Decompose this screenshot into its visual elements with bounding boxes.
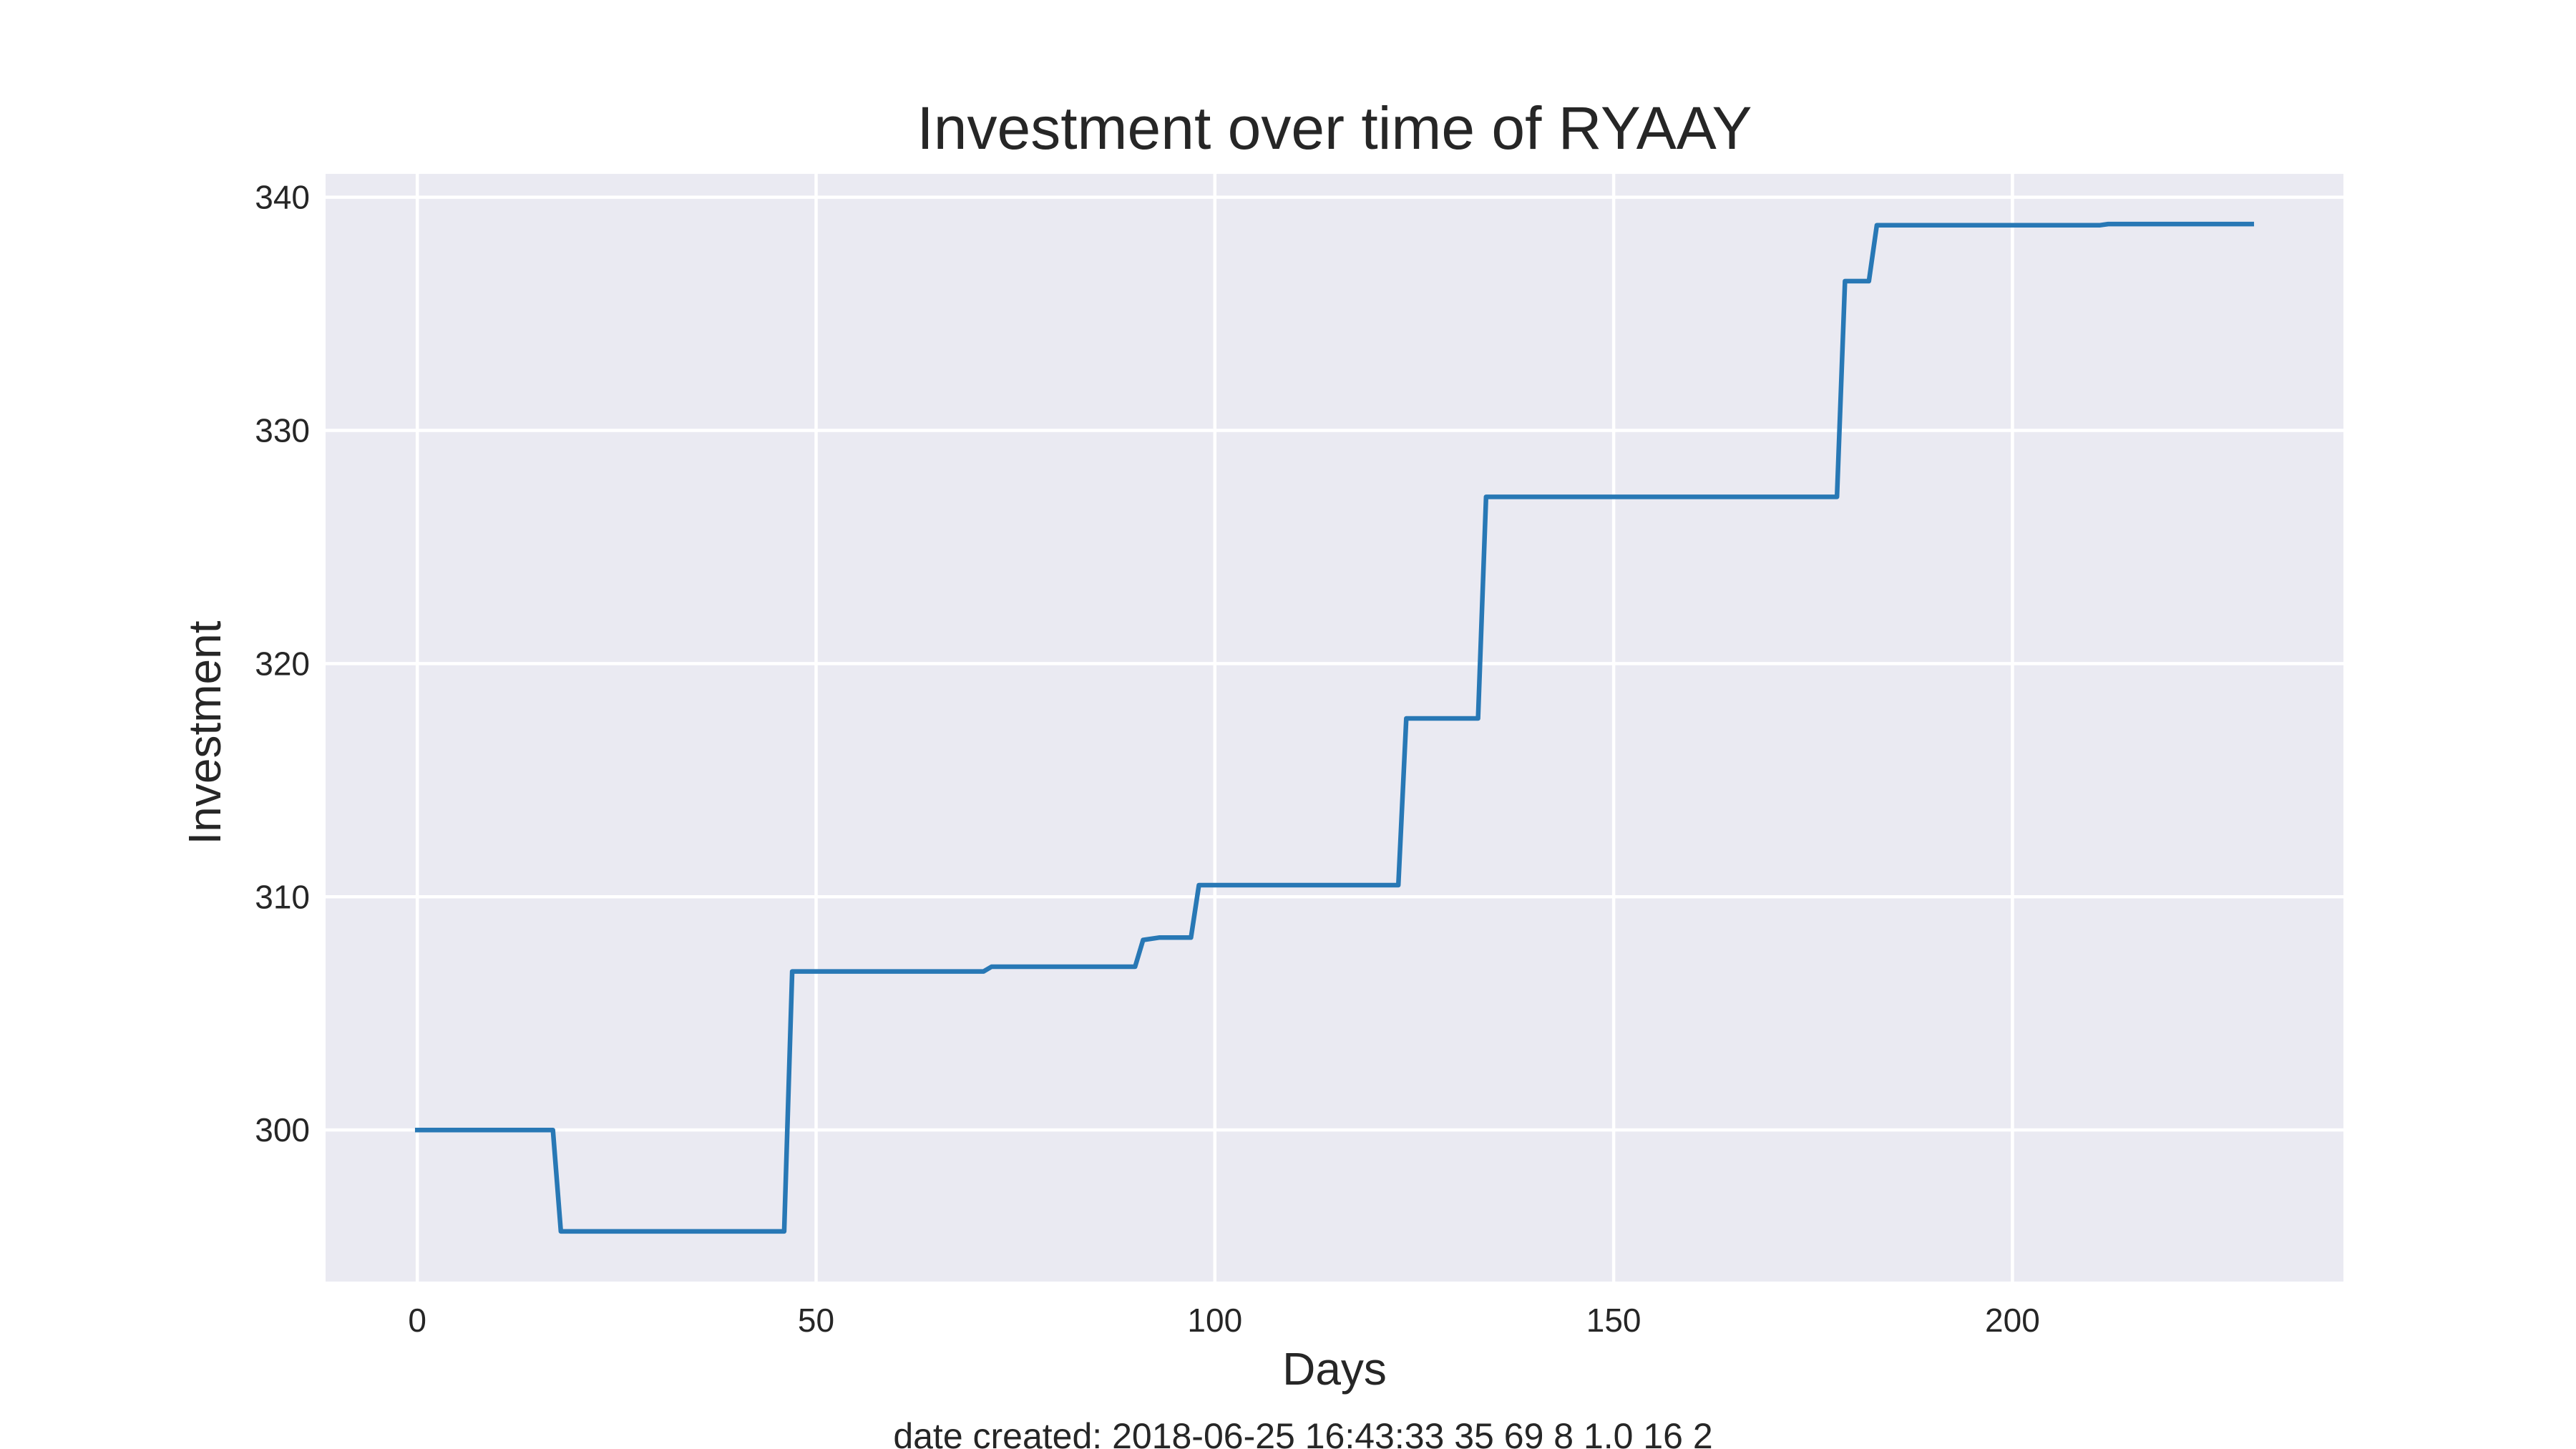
y-tick-labels: 300 310 320 330 340 (255, 179, 310, 1149)
investment-series-line (414, 221, 2255, 1234)
chart-title: Investment over time of RYAAY (917, 94, 1752, 162)
date-created-caption: date created: 2018-06-25 16:43:33 35 69 … (893, 1416, 1712, 1449)
y-tick-label: 300 (255, 1111, 310, 1148)
x-tick-label: 150 (1586, 1302, 1641, 1339)
x-tick-label: 100 (1187, 1302, 1242, 1339)
series-layer (414, 221, 2255, 1234)
x-tick-labels: 0 50 100 150 200 (408, 1302, 2039, 1339)
y-tick-label: 340 (255, 179, 310, 216)
y-axis-label: Investment (179, 620, 230, 844)
x-tick-label: 0 (408, 1302, 426, 1339)
grid (326, 174, 2343, 1282)
plot-area (326, 174, 2343, 1282)
x-tick-label: 50 (798, 1302, 834, 1339)
x-axis-label: Days (1282, 1343, 1387, 1395)
y-tick-label: 310 (255, 878, 310, 915)
y-tick-label: 320 (255, 645, 310, 682)
y-tick-label: 330 (255, 411, 310, 449)
x-tick-label: 200 (1985, 1302, 2040, 1339)
